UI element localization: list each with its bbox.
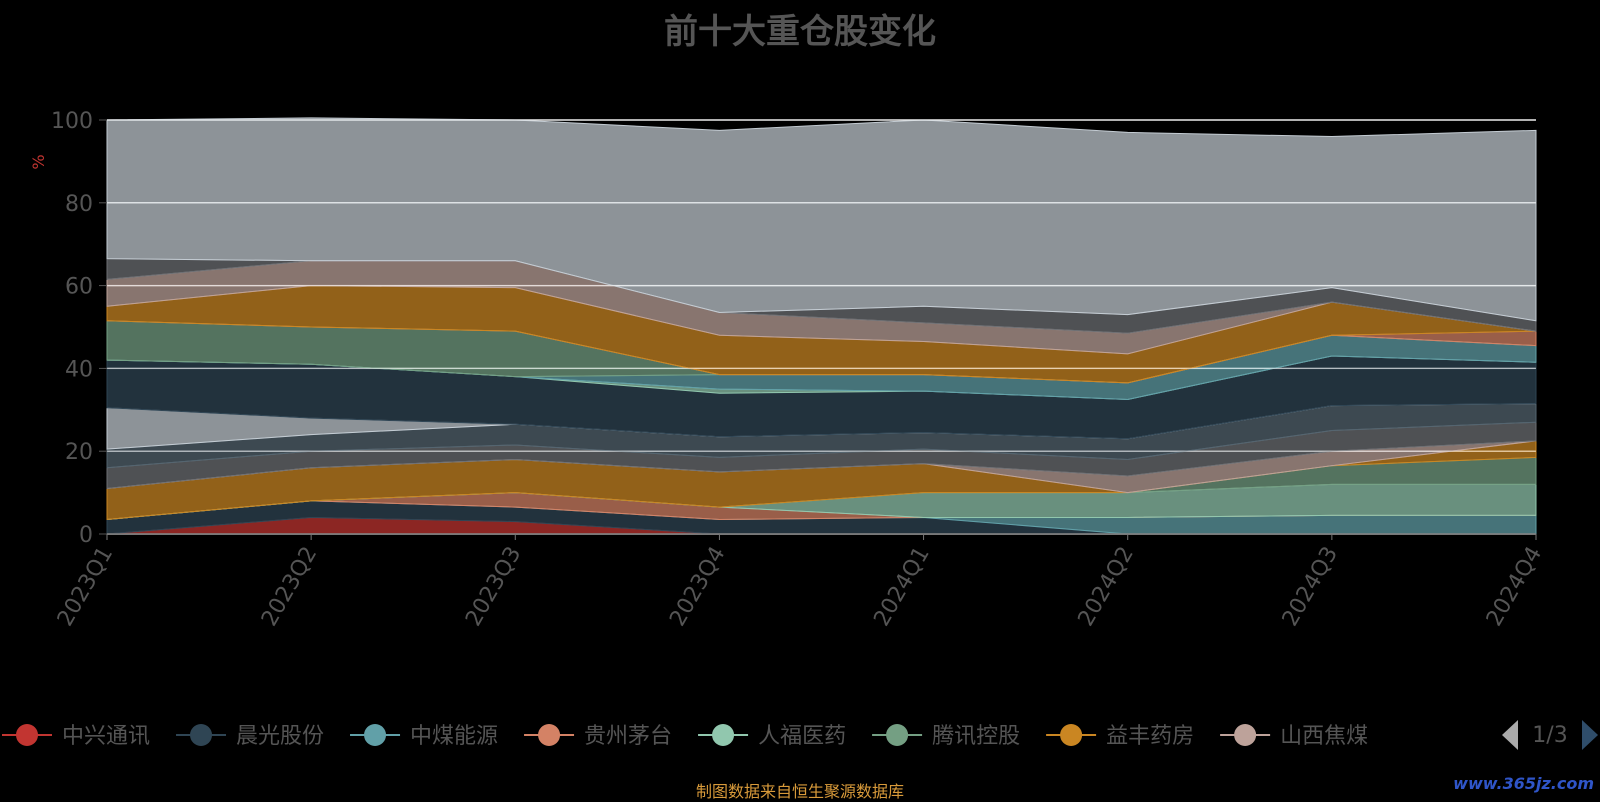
x-tick-label: 2023Q4 <box>665 543 730 631</box>
legend-marker <box>190 724 213 746</box>
x-tick-label: 2023Q1 <box>53 543 118 631</box>
x-tick-label: 2024Q3 <box>1278 543 1343 631</box>
legend-item[interactable]: 中煤能源 <box>350 724 498 749</box>
legend-marker <box>1060 724 1083 746</box>
legend-item[interactable]: 腾讯控股 <box>872 724 1020 749</box>
legend-item[interactable]: 山西焦煤 <box>1220 724 1368 749</box>
data-source-note: 制图数据来自恒生聚源数据库 <box>695 782 904 801</box>
legend-item[interactable]: 益丰药房 <box>1046 724 1194 749</box>
y-tick-label: 60 <box>65 275 93 300</box>
y-tick-label: 20 <box>65 440 93 465</box>
legend-item[interactable]: 晨光股份 <box>176 724 324 749</box>
legend-label: 益丰药房 <box>1106 724 1194 749</box>
legend-label: 人福医药 <box>758 724 846 749</box>
x-tick-label: 2023Q3 <box>461 543 526 631</box>
legend-pager: 1/3 <box>1502 720 1598 750</box>
y-axis-label: % <box>29 154 48 169</box>
y-tick-label: 40 <box>65 357 93 382</box>
y-tick-label: 100 <box>51 109 93 134</box>
watermark-logo: www.365jz.com <box>1453 774 1594 793</box>
x-tick-label: 2024Q4 <box>1482 543 1547 631</box>
legend-label: 贵州茅台 <box>584 724 672 749</box>
x-tick-label: 2024Q1 <box>869 543 934 631</box>
legend-label: 中煤能源 <box>410 724 498 749</box>
legend-item[interactable]: 中兴通讯 <box>2 724 150 749</box>
legend-marker <box>886 724 909 746</box>
y-tick-label: 80 <box>65 192 93 217</box>
legend-label: 晨光股份 <box>236 724 324 749</box>
legend-page-indicator: 1/3 <box>1532 723 1567 748</box>
area-series-20[interactable] <box>106 117 1537 322</box>
legend-next-icon[interactable] <box>1582 720 1598 750</box>
legend: 中兴通讯 晨光股份 中煤能源 贵州茅台 人福医药 腾讯控股 益丰药房 山西焦煤 <box>2 724 1368 749</box>
legend-label: 中兴通讯 <box>62 724 150 749</box>
legend-marker <box>1234 724 1257 746</box>
legend-marker <box>712 724 735 746</box>
legend-item[interactable]: 人福医药 <box>698 724 846 749</box>
legend-label: 山西焦煤 <box>1280 724 1368 749</box>
legend-marker <box>364 724 387 746</box>
y-tick-label: 0 <box>79 523 93 548</box>
chart-title: 前十大重仓股变化 <box>664 12 936 52</box>
legend-prev-icon[interactable] <box>1502 720 1518 750</box>
area-series <box>106 117 1537 535</box>
legend-marker <box>16 724 38 746</box>
legend-item[interactable]: 贵州茅台 <box>524 724 672 749</box>
legend-marker <box>538 724 561 746</box>
legend-label: 腾讯控股 <box>932 724 1020 749</box>
x-tick-label: 2024Q2 <box>1074 543 1139 631</box>
x-tick-label: 2023Q2 <box>257 543 322 631</box>
